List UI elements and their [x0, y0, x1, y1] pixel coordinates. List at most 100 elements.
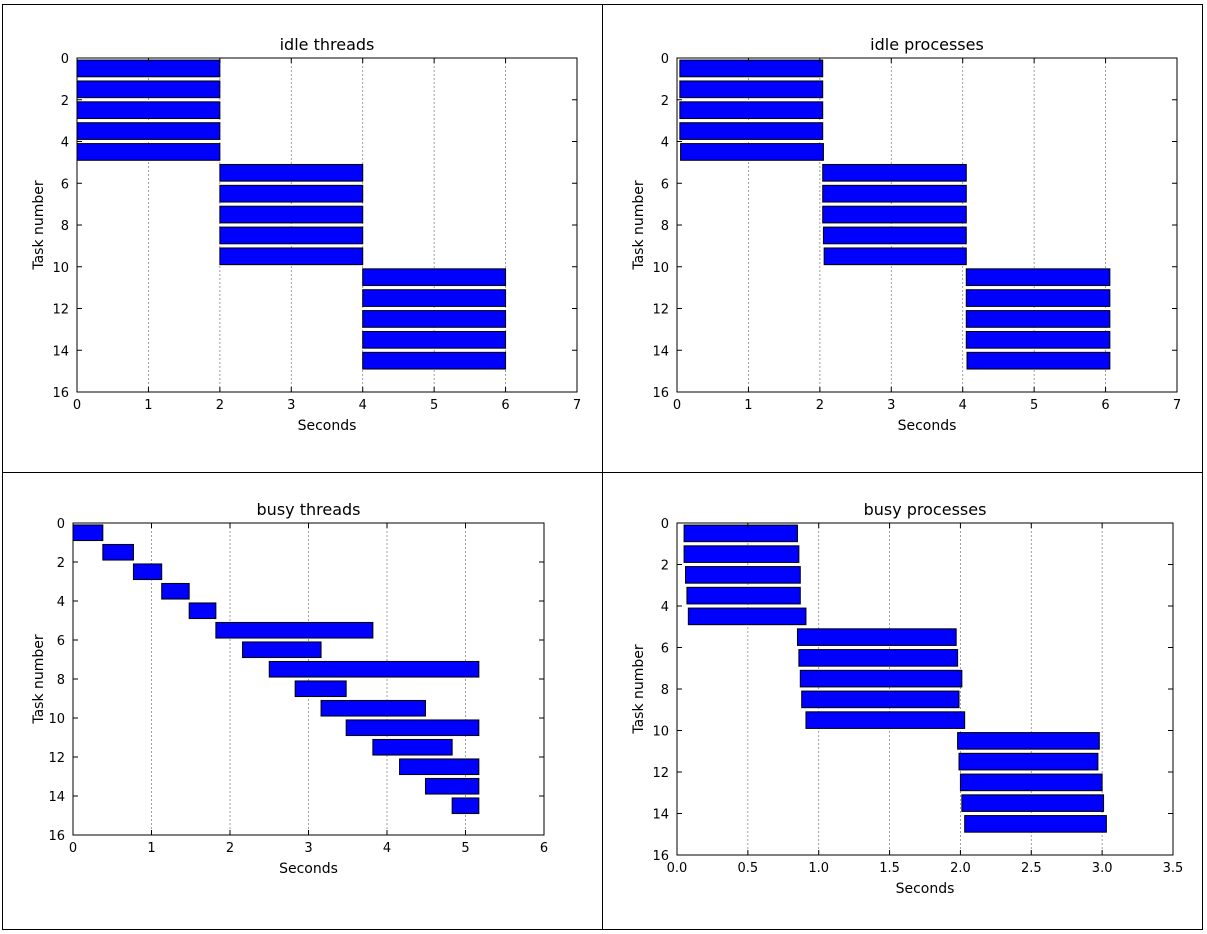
y-tick-label: 8: [661, 683, 669, 698]
y-tick-label: 4: [661, 600, 669, 615]
task-bar-6: [798, 649, 959, 667]
y-tick-label: 14: [52, 344, 69, 359]
task-bar-8: [822, 226, 967, 245]
task-bar-2: [132, 563, 163, 581]
task-bar-2: [679, 101, 824, 120]
task-bar-10: [362, 268, 507, 287]
x-tick-label: 6: [540, 841, 548, 856]
y-tick-label: 4: [61, 136, 69, 151]
task-bar-2: [685, 566, 801, 584]
y-tick-label: 2: [61, 94, 69, 109]
y-axis-label: Task number: [631, 180, 647, 271]
x-tick-label: 5: [1030, 398, 1038, 413]
y-axis-label: Task number: [631, 644, 647, 735]
task-bar-5: [219, 163, 364, 182]
x-tick-label: 6: [501, 398, 509, 413]
chart-panel-idle-threads: idle threads 0 1 2 3 4 5 6 7 0 2 4 6 8 10 12 14 16 Seconds…: [2, 4, 603, 473]
x-tick-label: 4: [383, 841, 391, 856]
y-tick-label: 4: [57, 595, 65, 610]
x-tick-label: 5: [461, 841, 469, 856]
x-tick-label: 7: [1173, 398, 1181, 413]
task-bar-12: [959, 773, 1103, 792]
task-bar-7: [799, 669, 963, 688]
y-tick-label: 10: [652, 725, 669, 740]
y-tick-label: 12: [52, 303, 69, 318]
y-tick-label: 6: [61, 177, 69, 192]
y-tick-label: 14: [48, 790, 65, 805]
task-bar-1: [102, 543, 134, 561]
task-bar-3: [76, 122, 221, 140]
chart-panel-busy-processes: busy processes 0.0 0.5 1.0 1.5 2.0 2.5 3.0 3.5 0 2…: [602, 472, 1203, 930]
y-tick-label: 6: [661, 177, 669, 192]
chart-title: idle processes: [870, 35, 984, 54]
x-tick-label: 2.5: [1021, 861, 1042, 876]
task-bar-7: [268, 660, 480, 678]
x-tick-label: 0.5: [738, 861, 759, 876]
task-bar-0: [679, 59, 824, 78]
task-bar-10: [345, 719, 480, 737]
task-bar-1: [683, 545, 800, 563]
task-bar-4: [188, 602, 217, 620]
y-tick-label: 6: [661, 642, 669, 657]
x-tick-label: 3.5: [1163, 861, 1184, 876]
task-bar-11: [362, 289, 507, 307]
chart-busy-processes: busy processes 0.0 0.5 1.0 1.5 2.0 2.5 3.0 3.5 0 2…: [631, 500, 1184, 897]
x-tick-label: 3: [887, 398, 895, 413]
x-tick-label: 1.0: [808, 861, 829, 876]
y-tick-label: 0: [661, 517, 669, 532]
y-tick-label: 16: [48, 829, 65, 844]
task-bar-10: [965, 268, 1111, 287]
x-tick-label: 7: [573, 398, 581, 413]
y-tick-label: 0: [61, 52, 69, 67]
task-bar-5: [215, 621, 374, 639]
y-tick-label: 6: [57, 634, 65, 649]
task-bar-14: [964, 815, 1107, 833]
chart-title: busy processes: [864, 500, 987, 519]
x-tick-label: 4: [359, 398, 367, 413]
y-tick-label: 16: [652, 849, 669, 864]
x-tick-label: 4: [959, 398, 967, 413]
y-tick-label: 8: [661, 219, 669, 234]
y-tick-label: 2: [661, 94, 669, 109]
y-tick-label: 0: [57, 517, 65, 532]
task-bar-3: [679, 122, 824, 140]
task-bar-13: [424, 777, 480, 795]
x-axis-label: Seconds: [898, 418, 957, 434]
y-tick-label: 0: [661, 52, 669, 67]
y-tick-label: 16: [652, 386, 669, 401]
task-bar-7: [219, 205, 364, 224]
chart-panel-busy-threads: busy threads 0 1 2 3 4 5 6 0 2 4 6 8 10 12 14 16 Seconds T…: [2, 472, 603, 930]
task-bar-10: [957, 732, 1100, 750]
y-tick-label: 10: [52, 261, 69, 276]
task-bar-0: [683, 524, 798, 543]
task-bar-4: [687, 607, 807, 626]
x-tick-label: 1: [147, 841, 155, 856]
y-tick-label: 4: [661, 136, 669, 151]
task-bar-13: [965, 330, 1111, 349]
task-bar-4: [76, 143, 221, 161]
x-tick-label: 0: [673, 398, 681, 413]
task-bar-3: [161, 582, 190, 600]
task-bar-11: [958, 752, 1099, 771]
task-bar-12: [362, 310, 507, 328]
y-tick-label: 10: [48, 712, 65, 727]
x-tick-label: 1: [144, 398, 152, 413]
x-tick-label: 1.5: [879, 861, 900, 876]
x-tick-label: 2.0: [950, 861, 971, 876]
task-bar-14: [362, 351, 507, 370]
task-bar-11: [965, 289, 1111, 307]
y-tick-label: 8: [61, 219, 69, 234]
task-bar-5: [796, 628, 957, 646]
task-bar-1: [76, 80, 221, 99]
x-tick-label: 0: [69, 841, 77, 856]
task-bar-1: [679, 80, 824, 99]
y-tick-label: 10: [652, 261, 669, 276]
task-bar-11: [372, 738, 453, 756]
x-axis-label: Seconds: [279, 861, 338, 877]
chart-title: idle threads: [280, 35, 375, 54]
y-tick-label: 2: [57, 556, 65, 571]
y-tick-label: 12: [48, 751, 65, 766]
task-bar-6: [822, 184, 967, 203]
